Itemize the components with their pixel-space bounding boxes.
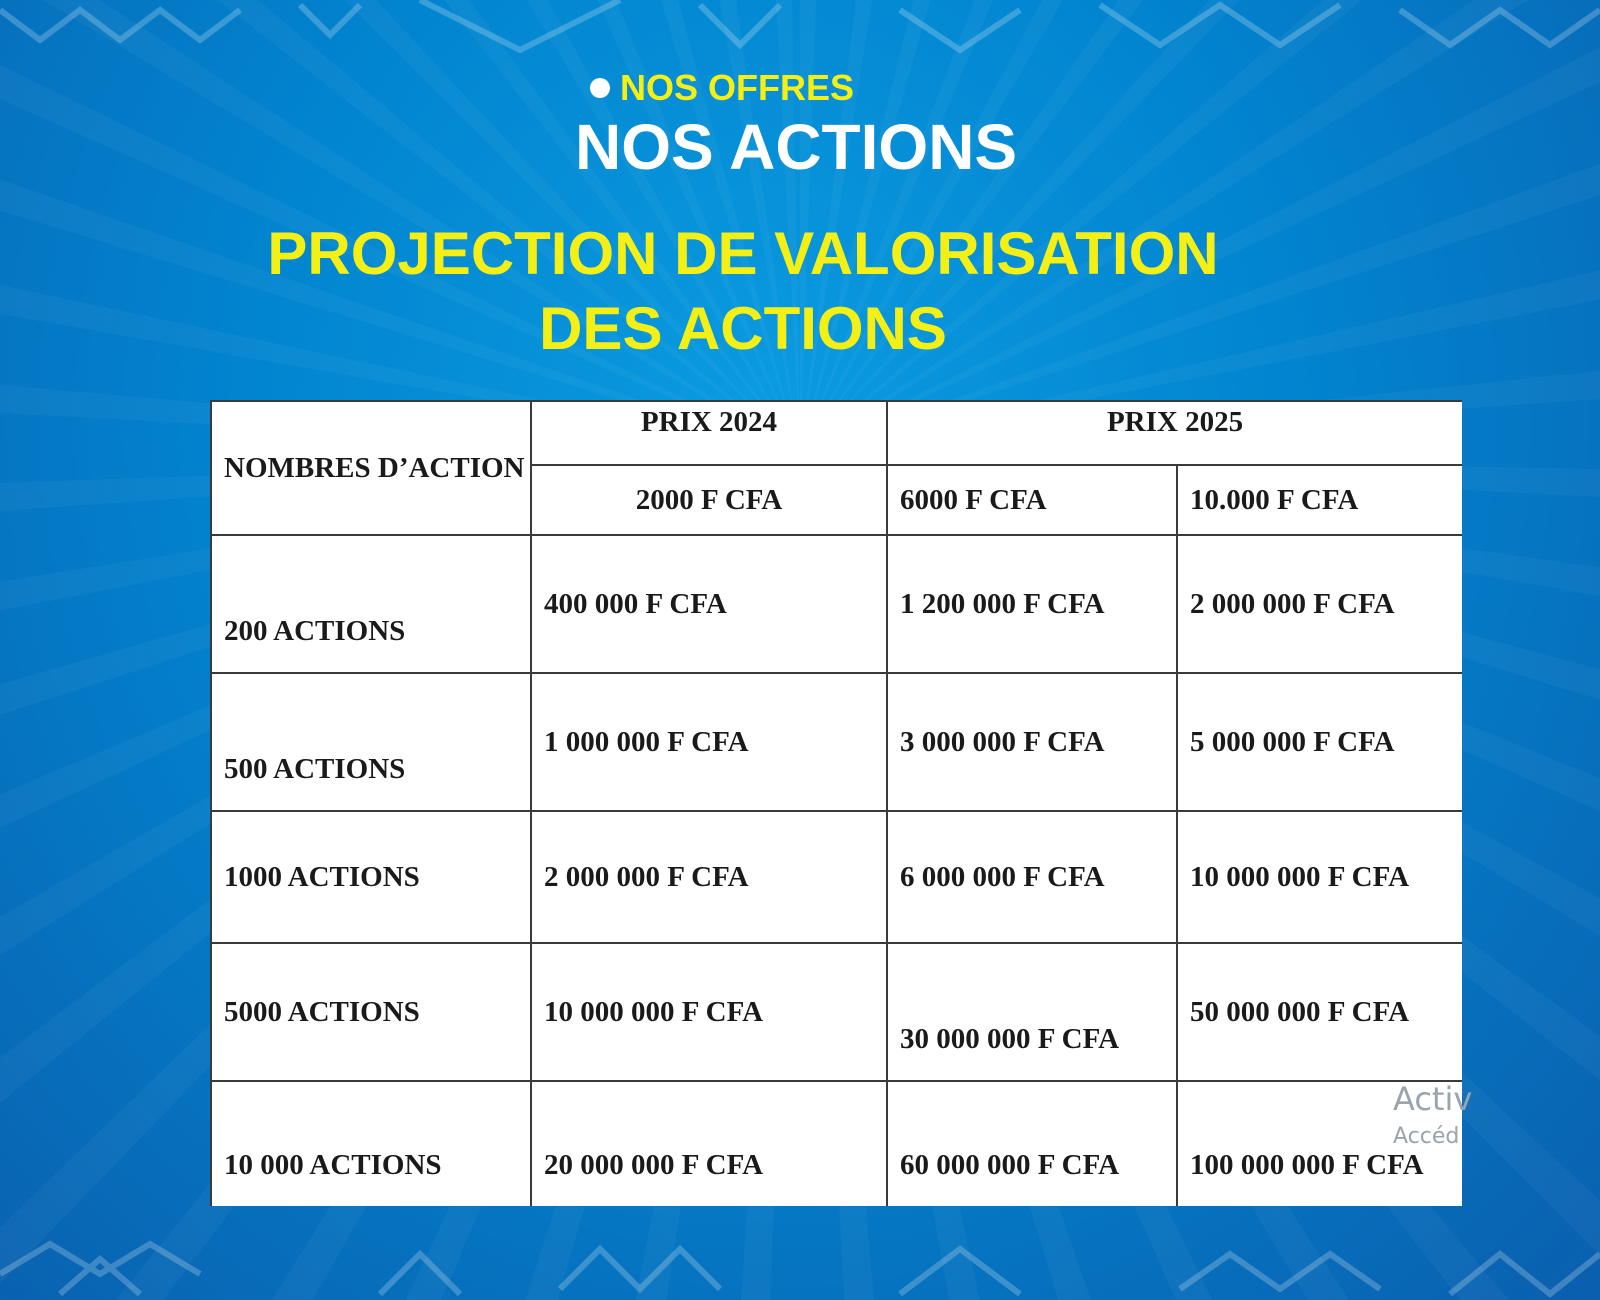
row-label: 200 ACTIONS <box>210 534 532 674</box>
group-header-2024: PRIX 2024 <box>530 400 888 466</box>
cell-2025-b: 2 000 000 F CFA <box>1175 534 1462 674</box>
price-2025-a: 6000 F CFA <box>886 464 1178 536</box>
table-row: 1000 ACTIONS 2 000 000 F CFA 6 000 000 F… <box>210 810 1462 944</box>
valuation-table: NOMBRES D’ACTION PRIX 2024 PRIX 2025 200… <box>210 400 1462 1206</box>
bullet-dot-icon <box>590 78 610 98</box>
cell-2025-b: 50 000 000 F CFA <box>1175 942 1462 1082</box>
header-row-1: NOMBRES D’ACTION PRIX 2024 PRIX 2025 <box>210 400 1462 536</box>
cell-2025-a: 1 200 000 F CFA <box>886 534 1178 674</box>
subtitle-line-1: PROJECTION DE VALORISATION <box>267 220 1219 287</box>
section-kicker: NOS OFFRES <box>590 66 854 110</box>
table-row: 500 ACTIONS 1 000 000 F CFA 3 000 000 F … <box>210 672 1462 812</box>
cell-2025-a: 3 000 000 F CFA <box>886 672 1178 812</box>
watermark-line-1: Activ <box>1393 1080 1473 1118</box>
row-label: 10 000 ACTIONS <box>210 1080 532 1206</box>
subtitle: PROJECTION DE VALORISATION DES ACTIONS <box>245 216 1241 366</box>
page-title: NOS ACTIONS <box>575 111 1018 183</box>
row-label: 500 ACTIONS <box>210 672 532 812</box>
cell-2024: 400 000 F CFA <box>530 534 888 674</box>
cell-2025-b: 5 000 000 F CFA <box>1175 672 1462 812</box>
table-row: 5000 ACTIONS 10 000 000 F CFA 30 000 000… <box>210 942 1462 1082</box>
row-label: 1000 ACTIONS <box>210 810 532 944</box>
group-header-2025: PRIX 2025 <box>885 400 1462 466</box>
cell-2024: 20 000 000 F CFA <box>530 1080 888 1206</box>
col-header-nombres: NOMBRES D’ACTION <box>210 400 532 536</box>
cell-2025-a: 30 000 000 F CFA <box>886 942 1178 1082</box>
cell-2024: 2 000 000 F CFA <box>530 810 888 944</box>
valuation-table-wrap: NOMBRES D’ACTION PRIX 2024 PRIX 2025 200… <box>210 400 1462 1206</box>
cell-2024: 10 000 000 F CFA <box>530 942 888 1082</box>
price-2024: 2000 F CFA <box>530 464 888 536</box>
table-row: 200 ACTIONS 400 000 F CFA 1 200 000 F CF… <box>210 534 1462 674</box>
activation-watermark: Activ Accéd <box>1393 1080 1472 1156</box>
cell-2024: 1 000 000 F CFA <box>530 672 888 812</box>
row-label: 5000 ACTIONS <box>210 942 532 1082</box>
subtitle-line-2: DES ACTIONS <box>539 295 947 362</box>
cell-2025-b: 100 000 000 F CFA <box>1175 1080 1462 1206</box>
top-pattern-band <box>0 0 1600 54</box>
header-row-2: 2000 F CFA 6000 F CFA 10.000 F CFA <box>211 464 1462 536</box>
cell-2025-b: 10 000 000 F CFA <box>1175 810 1462 944</box>
kicker-text: NOS OFFRES <box>620 67 855 108</box>
price-2025-b: 10.000 F CFA <box>1175 464 1462 536</box>
cell-2025-a: 60 000 000 F CFA <box>886 1080 1178 1206</box>
cell-2025-a: 6 000 000 F CFA <box>886 810 1178 944</box>
bottom-pattern-band <box>0 1240 1600 1298</box>
watermark-line-2: Accéd <box>1393 1124 1460 1149</box>
table-row: 10 000 ACTIONS 20 000 000 F CFA 60 000 0… <box>210 1080 1462 1206</box>
